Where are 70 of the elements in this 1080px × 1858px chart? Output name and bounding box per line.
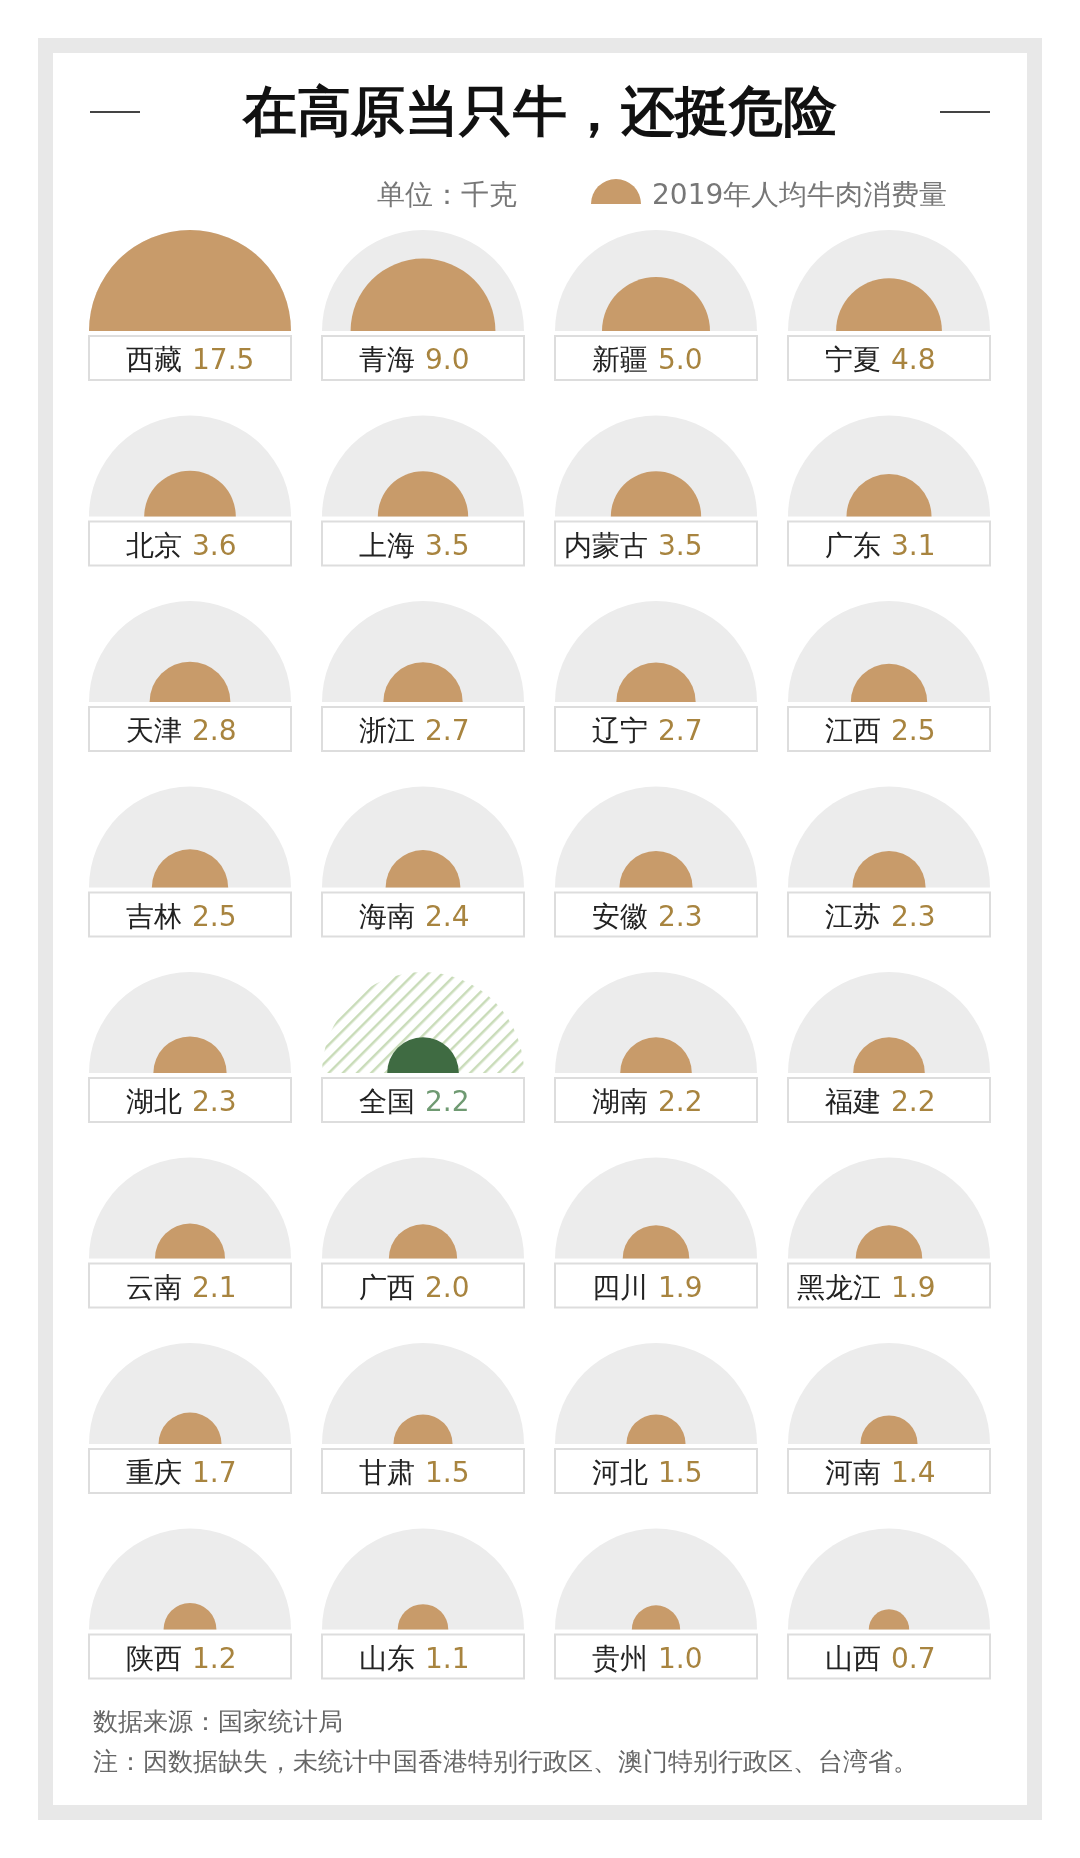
category-label: 湖南 [592,1085,648,1118]
legend-label: 2019年人均牛肉消费量 [652,178,948,211]
data-label: 9.0 [425,343,470,376]
data-label: 1.7 [192,1456,237,1489]
data-label: 3.5 [425,528,470,562]
data-label: 2.3 [891,899,936,933]
data-label: 17.5 [192,343,255,376]
data-label: 2.2 [891,1085,936,1118]
category-label: 北京 [126,528,182,562]
source-note: 数据来源：国家统计局 [93,1707,343,1736]
data-label: 2.3 [192,1085,237,1118]
text: 单位：千克 [377,178,517,211]
category-label: 湖北 [126,1085,182,1118]
category-label: 贵州 [592,1641,648,1675]
category-label: 全国 [359,1085,415,1118]
category-label: 河南 [825,1456,881,1489]
data-label: 1.5 [658,1456,703,1489]
data-label: 1.4 [891,1456,936,1489]
data-label: 4.8 [891,343,936,376]
data-label: 2.0 [425,1270,470,1304]
category-label: 黑龙江 [797,1270,881,1304]
data-label: 1.9 [891,1270,936,1304]
category-label: 江苏 [825,899,881,933]
data-label: 1.2 [192,1641,237,1675]
data-label: 2.4 [425,899,470,933]
category-label: 山西 [825,1641,881,1675]
category-label: 江西 [825,714,881,747]
data-label: 2.2 [658,1085,703,1118]
category-label: 上海 [359,528,415,562]
category-label: 天津 [126,714,182,747]
category-label: 青海 [359,343,415,376]
text: 在高原当只牛，还挺危险 [241,80,837,143]
category-label: 广西 [359,1270,415,1304]
text: 注：因数据缺失，未统计中国香港特别行政区、澳门特别行政区、台湾省。 [93,1747,918,1776]
category-label: 宁夏 [825,343,881,376]
data-label: 3.5 [658,528,703,562]
data-label: 2.8 [192,714,237,747]
category-label: 内蒙古 [564,528,648,562]
category-label: 河北 [592,1456,648,1489]
category-label: 陕西 [126,1641,182,1675]
data-label: 2.1 [192,1270,237,1304]
category-label: 甘肃 [359,1456,415,1489]
data-label: 1.0 [658,1641,703,1675]
category-label: 安徽 [592,899,648,933]
category-label: 四川 [592,1270,648,1304]
category-label: 广东 [825,528,881,562]
data-label: 1.5 [425,1456,470,1489]
data-label: 2.3 [658,899,703,933]
data-label: 3.6 [192,528,237,562]
data-label: 2.7 [658,714,703,747]
data-label: 2.5 [891,714,936,747]
data-label: 2.2 [425,1085,470,1118]
data-label: 5.0 [658,343,703,376]
category-label: 浙江 [359,714,415,747]
data-label: 3.1 [891,528,936,562]
category-label: 新疆 [592,343,648,376]
category-label: 云南 [126,1270,182,1304]
category-label: 吉林 [126,899,182,933]
data-label: 1.1 [425,1641,470,1675]
data-label: 2.5 [192,899,237,933]
category-label: 重庆 [126,1456,182,1489]
category-label: 海南 [359,899,415,933]
data-label: 1.9 [658,1270,703,1304]
category-label: 山东 [359,1641,415,1675]
category-label: 福建 [825,1085,881,1118]
category-label: 西藏 [126,343,182,376]
data-label: 0.7 [891,1641,936,1675]
category-label: 辽宁 [592,714,648,747]
data-label: 2.7 [425,714,470,747]
legend: 2019年人均牛肉消费量 [591,178,948,211]
